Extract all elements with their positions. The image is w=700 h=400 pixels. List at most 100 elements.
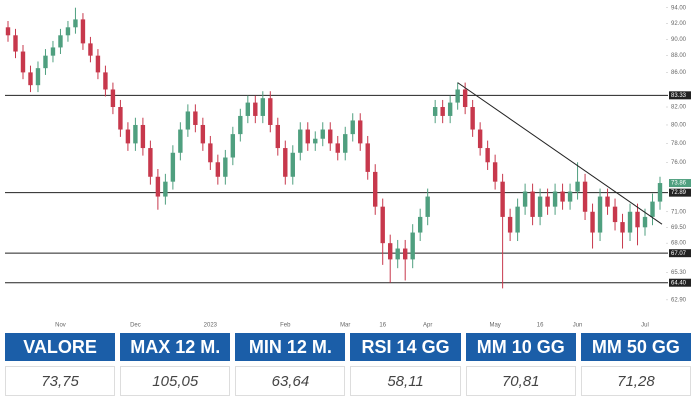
candle-body — [597, 196, 603, 233]
candle-body — [462, 89, 468, 108]
candle-body — [290, 152, 295, 177]
y-tick-label: 86.00 — [671, 70, 687, 76]
candle-body — [50, 47, 56, 56]
candle-body — [380, 206, 385, 244]
candle-body — [58, 35, 63, 48]
y-tick-label: 92.00 — [671, 21, 687, 27]
candle-body — [590, 211, 595, 233]
candle-body — [395, 248, 400, 260]
level-badge — [669, 91, 691, 100]
candle-body — [612, 206, 618, 223]
candle-body — [80, 19, 86, 44]
candle-body — [163, 181, 168, 197]
candle-body — [455, 89, 460, 103]
candle-body — [170, 152, 176, 182]
value-cell: 71,28 — [580, 366, 691, 396]
y-tick-label: 82.00 — [671, 105, 687, 111]
candle-body — [185, 111, 191, 130]
candle-body — [125, 129, 131, 144]
candle-body — [148, 148, 153, 177]
level-label: 64.40 — [671, 280, 687, 286]
candle-body — [365, 143, 370, 172]
level-label: 72.89 — [671, 190, 687, 196]
last-price-badge — [669, 179, 691, 188]
candle-body — [35, 68, 41, 86]
candle-body — [88, 43, 93, 56]
candle-body — [238, 115, 243, 135]
candle-body — [620, 222, 625, 233]
x-tick-label: 16 — [379, 323, 386, 329]
y-tick-label: 69.50 — [671, 225, 687, 231]
candle-body — [283, 148, 288, 177]
header-cell: VALORE — [5, 333, 116, 361]
y-tick-label: 62.90 — [671, 297, 687, 303]
y-tick-label: 94.00 — [671, 5, 687, 11]
candle-body — [178, 129, 183, 153]
x-tick-label: Apr — [423, 323, 432, 329]
candle-body — [350, 120, 355, 135]
candle-body — [133, 124, 138, 144]
y-tick-label: 68.00 — [671, 241, 687, 247]
candle-body — [560, 191, 565, 202]
candle-body — [650, 201, 655, 217]
candle-body — [208, 143, 213, 163]
candle-body — [552, 191, 558, 207]
candle-body — [118, 107, 123, 130]
x-tick-label: Mar — [340, 323, 350, 329]
candle-body — [575, 181, 580, 192]
candle-body — [410, 232, 415, 260]
y-tick-label: 71.00 — [671, 209, 687, 215]
candle-body — [388, 243, 393, 260]
x-tick-label: Dec — [130, 323, 141, 329]
header-cell: MIN 12 M. — [235, 333, 346, 361]
candle-body — [5, 27, 11, 36]
candle-body — [268, 98, 273, 125]
candle-body — [215, 162, 221, 177]
last-price-label: 73.86 — [671, 181, 687, 187]
x-tick-label: Jul — [641, 323, 649, 329]
x-tick-label: Nov — [55, 323, 66, 329]
value-cell: 105,05 — [120, 366, 231, 396]
candle-body — [432, 107, 438, 116]
candle-body — [485, 148, 490, 163]
y-tick-label: 76.00 — [671, 160, 687, 166]
value-cell: 73,75 — [5, 366, 116, 396]
candle-body — [642, 216, 648, 228]
x-tick-label: 2023 — [204, 323, 218, 329]
value-cell: 58,11 — [350, 366, 461, 396]
candle-body — [492, 162, 498, 182]
candle-body — [13, 35, 18, 52]
candle-body — [65, 27, 71, 36]
candle-body — [522, 191, 528, 207]
header-cell: MAX 12 M. — [120, 333, 231, 361]
value-cell: 70,81 — [465, 366, 576, 396]
header-cell: MM 50 GG — [580, 333, 691, 361]
candle-body — [447, 102, 453, 116]
candle-body — [537, 196, 543, 217]
candle-body — [477, 129, 483, 149]
candle-body — [507, 216, 513, 233]
candle-body — [305, 129, 310, 144]
candle-body — [425, 196, 430, 217]
candle-body — [245, 102, 251, 116]
trend-line — [457, 82, 663, 225]
x-tick-label: Feb — [280, 323, 291, 329]
candle-body — [530, 191, 535, 217]
candle-body — [110, 89, 116, 108]
y-tick-label: 65.30 — [671, 270, 687, 276]
candle-body — [657, 183, 663, 202]
candle-body — [260, 98, 266, 116]
candle-body — [567, 191, 573, 202]
candle-body — [545, 196, 550, 207]
x-tick-label: 16 — [537, 323, 544, 329]
stats-table: VALORE MAX 12 M. MIN 12 M. RSI 14 GG MM 10 G… — [5, 333, 691, 396]
candle-body — [200, 124, 206, 144]
level-label: 83.33 — [671, 93, 687, 99]
candle-body — [335, 143, 340, 153]
candle-body — [605, 196, 610, 207]
header-cell: MM 10 GG — [465, 333, 576, 361]
candle-body — [320, 129, 325, 139]
candle-body — [223, 157, 228, 177]
level-badge — [669, 249, 691, 258]
